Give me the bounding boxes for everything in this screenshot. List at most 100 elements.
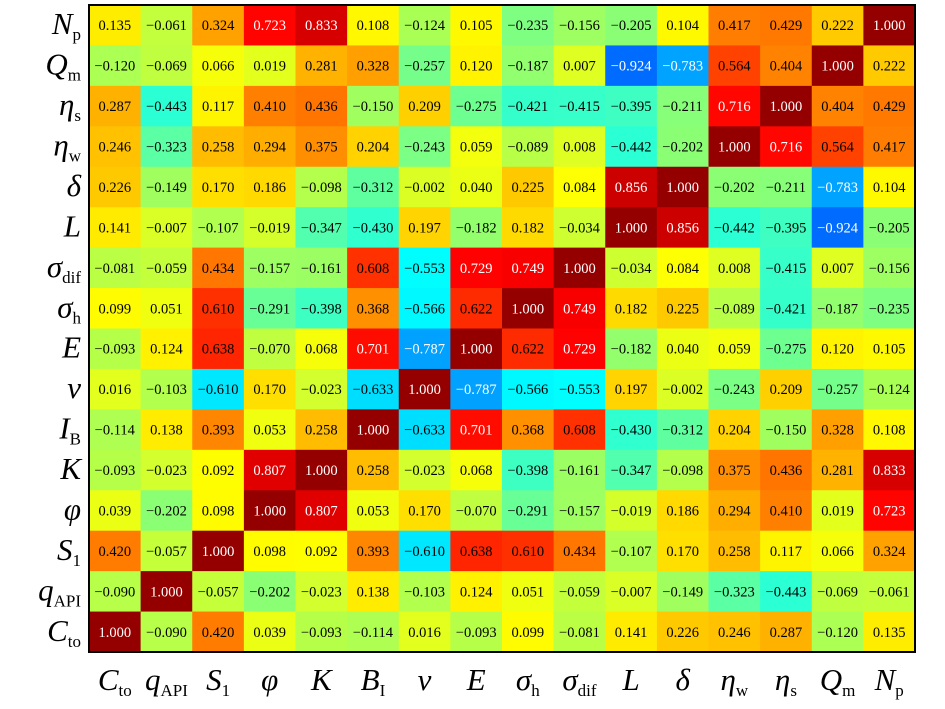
heatmap-cell: [863, 166, 916, 208]
cell-value-label: −0.347: [611, 463, 652, 479]
cell-value-label: 1.000: [615, 220, 648, 236]
cell-value-label: 0.856: [666, 220, 699, 236]
cell-value-label: 0.170: [202, 180, 235, 196]
heatmap-cell: [760, 207, 813, 249]
heatmap-cell: [760, 409, 813, 451]
heatmap-cell: [243, 207, 297, 249]
heatmap-cell: [811, 449, 864, 491]
heatmap-cell: [140, 611, 193, 653]
heatmap-cell: [605, 530, 658, 572]
cell-value-label: 0.008: [718, 261, 751, 277]
heatmap-cell: [89, 207, 142, 249]
cell-value-label: 0.749: [563, 301, 596, 317]
y-tick-label: K: [59, 451, 83, 486]
cell-value-label: −0.787: [456, 382, 497, 398]
cell-value-label: −0.787: [404, 342, 445, 358]
heatmap-cell: [450, 288, 503, 330]
cell-value-label: 0.053: [357, 503, 390, 519]
cell-value-label: −0.205: [869, 220, 910, 236]
heatmap-cell: [398, 449, 451, 491]
heatmap-cell: [450, 409, 503, 451]
heatmap-cell: [243, 368, 297, 410]
heatmap-cell: [398, 247, 451, 289]
heatmap-cell: [192, 368, 245, 410]
heatmap-cell: [863, 126, 916, 168]
cell-value-label: 0.368: [512, 423, 545, 439]
heatmap-cell: [553, 126, 606, 168]
heatmap-cell: [656, 166, 710, 208]
cell-value-label: −0.023: [301, 584, 342, 600]
y-tick-label: φ: [64, 491, 81, 526]
heatmap-cell: [243, 45, 297, 87]
cell-value-label: 0.117: [770, 544, 802, 560]
cell-value-label: 1.000: [150, 584, 183, 600]
heatmap-cell: [140, 490, 193, 532]
cell-value-label: −0.202: [249, 584, 290, 600]
cell-value-label: −0.633: [353, 382, 394, 398]
heatmap-cell: [863, 85, 916, 127]
cell-value-label: −0.430: [611, 423, 652, 439]
cell-value-label: −0.783: [817, 180, 858, 196]
cell-value-label: 1.000: [460, 342, 493, 358]
cell-value-label: −0.924: [817, 220, 859, 236]
heatmap-cell: [553, 409, 606, 451]
heatmap-cell: [553, 45, 606, 87]
heatmap-cell: [708, 247, 761, 289]
cell-value-label: 0.856: [615, 180, 648, 196]
heatmap-cell: [140, 85, 193, 127]
cell-value-label: −0.023: [301, 382, 342, 398]
cell-value-label: 0.429: [873, 99, 906, 115]
heatmap-cell: [502, 85, 555, 127]
heatmap-cell: [89, 85, 142, 127]
x-tick-label: L: [621, 662, 639, 697]
heatmap-cell: [863, 490, 916, 532]
cell-value-label: 0.420: [202, 625, 235, 641]
heatmap-cell: [553, 368, 606, 410]
heatmap-cell: [553, 490, 606, 532]
heatmap-cell: [656, 490, 710, 532]
cell-value-label: −0.157: [559, 503, 600, 519]
y-tick-label: Np: [51, 6, 81, 44]
cell-value-label: 0.108: [873, 423, 906, 439]
cell-value-label: −0.257: [404, 59, 445, 75]
cell-value-label: 0.099: [99, 301, 132, 317]
y-tick-label: ν: [67, 370, 81, 405]
heatmap-cell: [656, 207, 710, 249]
cell-value-label: 0.368: [357, 301, 390, 317]
cell-value-label: −0.120: [817, 625, 858, 641]
cell-value-label: −0.081: [94, 261, 135, 277]
cell-value-label: 0.417: [718, 18, 751, 34]
heatmap-cell: [605, 126, 658, 168]
cell-value-label: 0.068: [460, 463, 493, 479]
cell-value-label: −0.149: [146, 180, 187, 196]
heatmap-cell: [243, 611, 297, 653]
cell-value-label: −0.093: [94, 342, 135, 358]
heatmap-cell: [760, 490, 813, 532]
cell-value-label: 0.209: [408, 99, 441, 115]
heatmap-cell: [347, 126, 400, 168]
cell-value-label: 0.170: [253, 382, 286, 398]
cell-value-label: 0.105: [873, 342, 906, 358]
cell-value-label: −0.157: [249, 261, 290, 277]
x-tick-label: σh: [516, 662, 540, 700]
y-tick-label: Qm: [45, 47, 81, 85]
cell-value-label: −0.202: [146, 503, 187, 519]
cell-value-label: −0.182: [611, 342, 652, 358]
cell-value-label: 0.434: [202, 261, 235, 277]
cell-value-label: 0.258: [718, 544, 751, 560]
heatmap-cell: [656, 328, 710, 370]
cell-value-label: −0.421: [766, 301, 807, 317]
cell-value-label: −0.415: [559, 99, 600, 115]
cell-value-label: −0.415: [766, 261, 807, 277]
heatmap-cell: [450, 207, 503, 249]
cell-value-label: −0.323: [146, 140, 187, 156]
cell-value-label: 0.040: [460, 180, 493, 196]
heatmap-cell: [243, 166, 297, 208]
cell-value-label: 0.610: [512, 544, 545, 560]
heatmap-cell: [502, 45, 555, 87]
heatmap-cell: [450, 45, 503, 87]
cell-value-label: 0.729: [460, 261, 493, 277]
cell-value-label: 0.092: [305, 544, 338, 560]
heatmap-cell: [605, 5, 658, 47]
heatmap-cell: [450, 126, 503, 168]
